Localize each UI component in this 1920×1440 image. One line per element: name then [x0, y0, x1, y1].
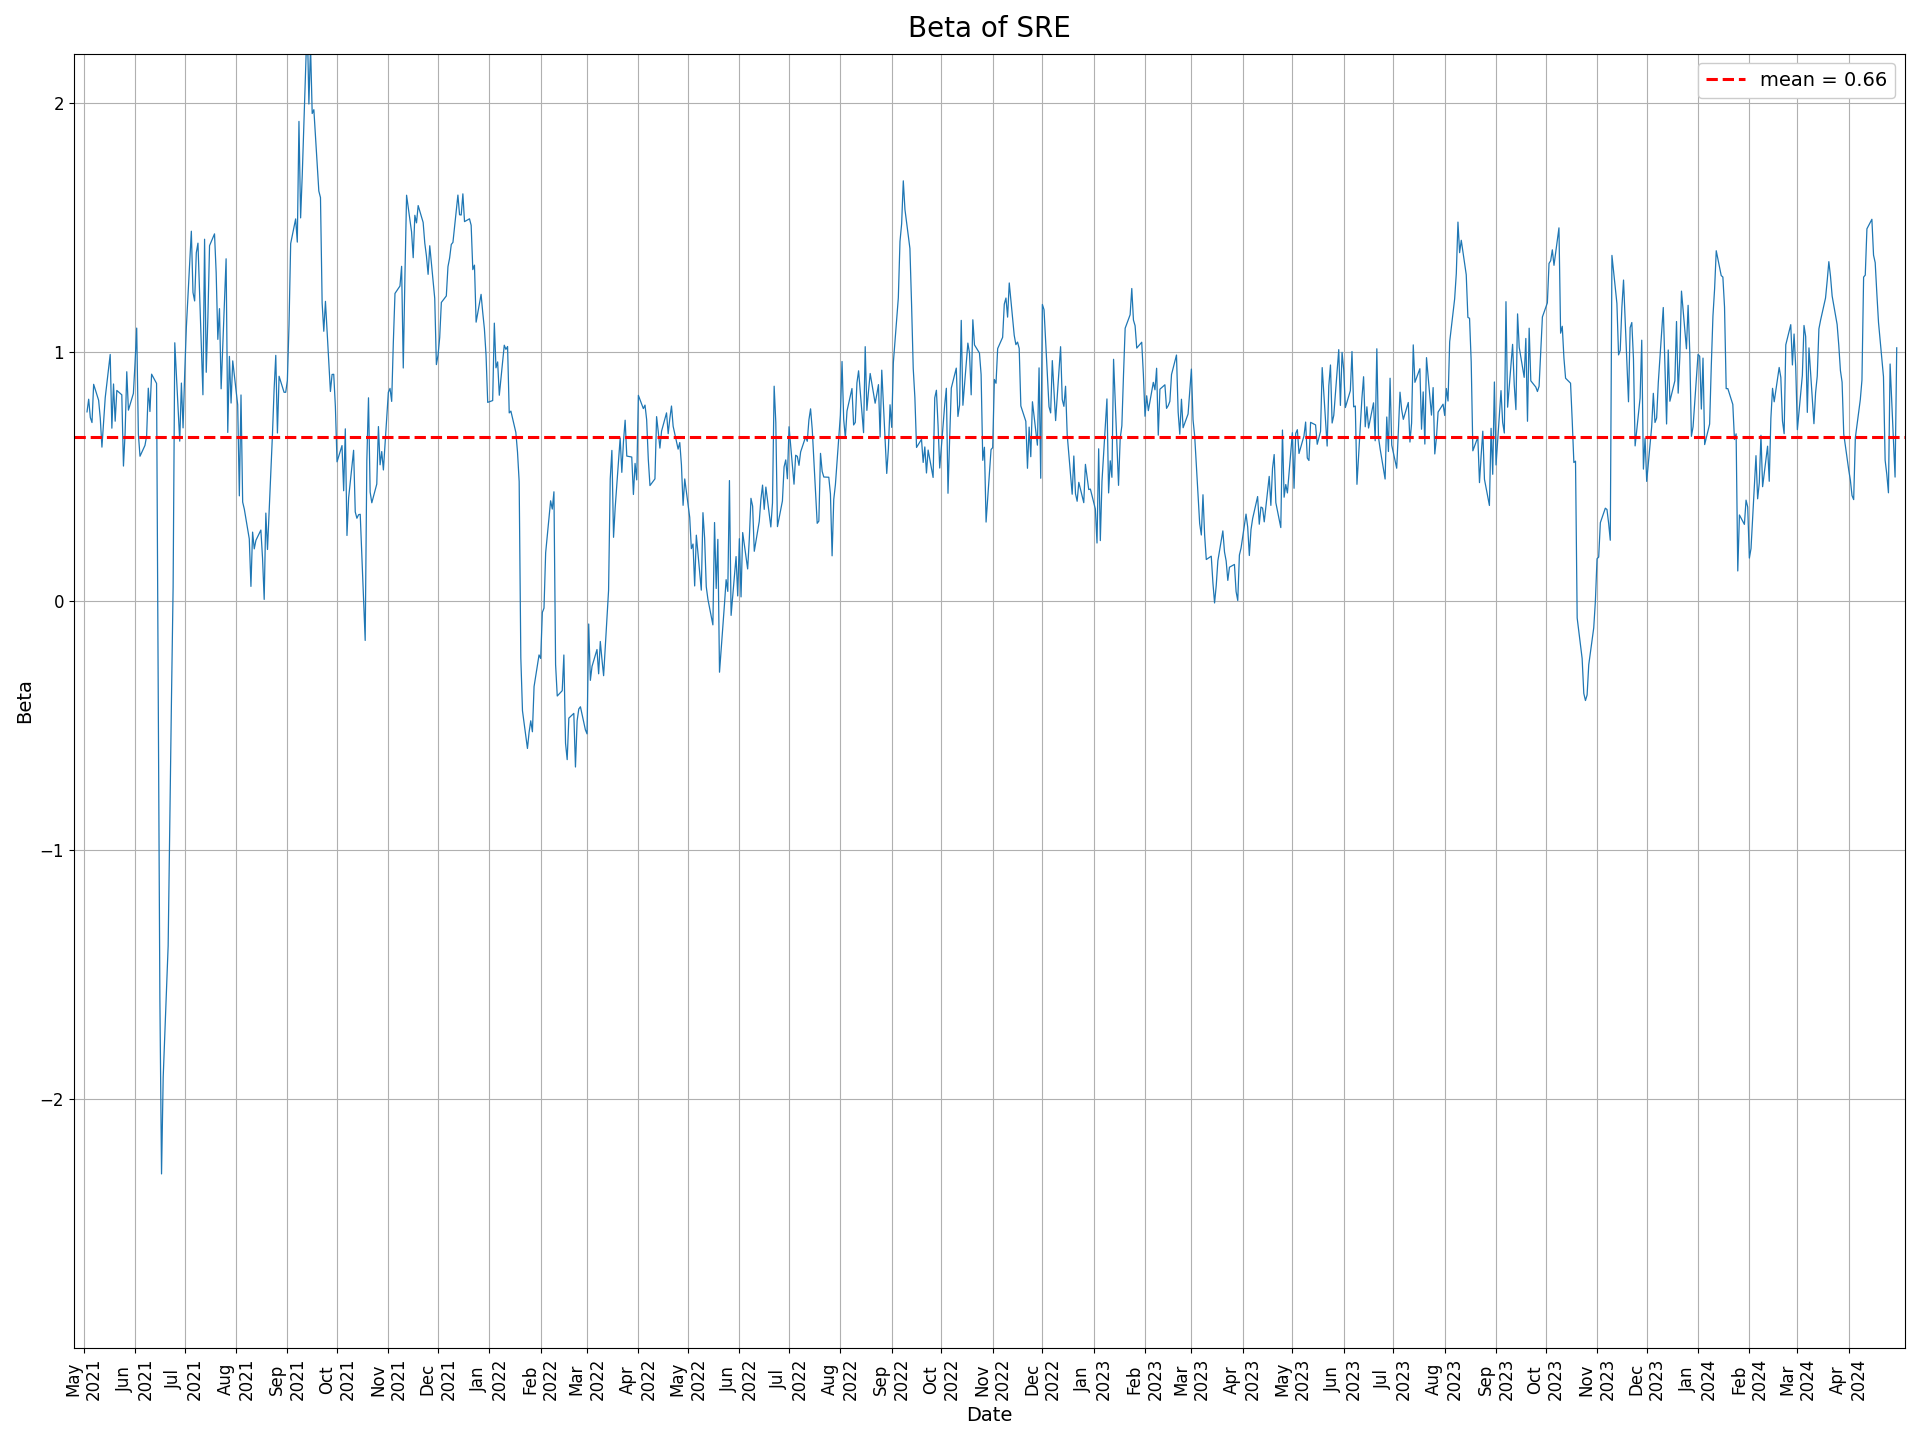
Y-axis label: Beta: Beta	[15, 678, 35, 723]
Legend: mean = 0.66: mean = 0.66	[1697, 63, 1895, 98]
X-axis label: Date: Date	[966, 1405, 1012, 1426]
Title: Beta of SRE: Beta of SRE	[908, 14, 1071, 43]
